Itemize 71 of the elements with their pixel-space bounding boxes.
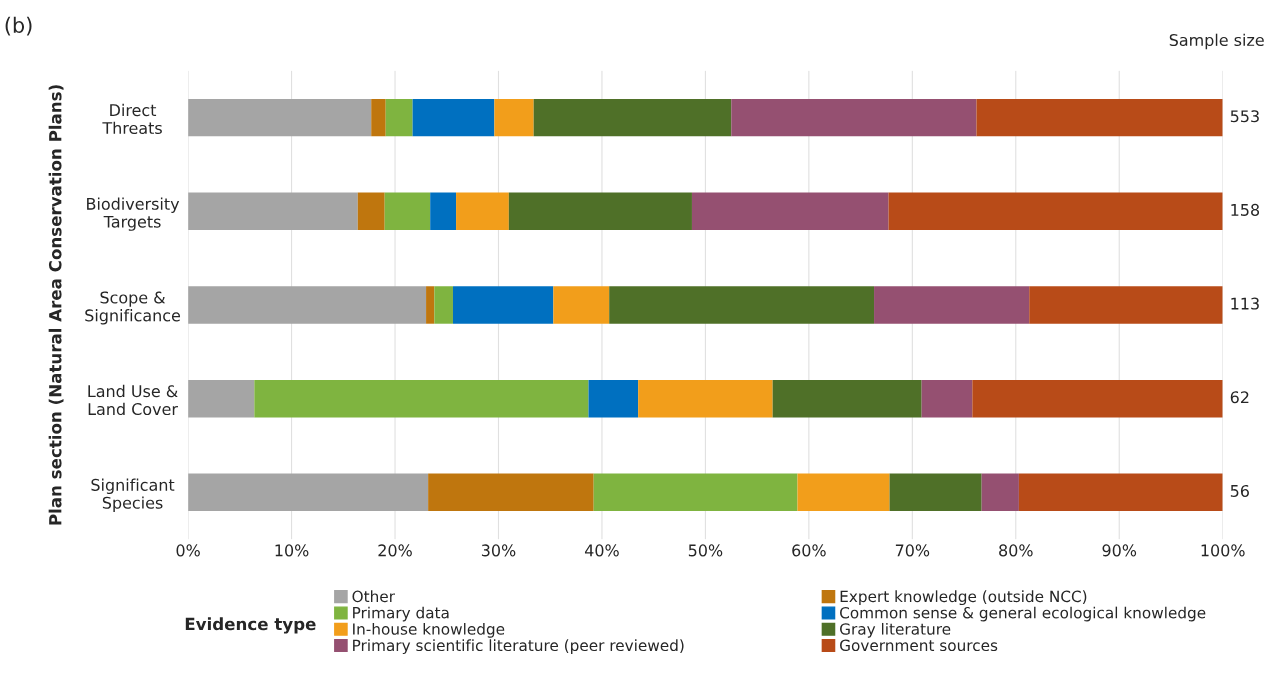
x-tick-label: 20%	[378, 544, 412, 557]
bar	[772, 379, 922, 418]
legend-label: Primary data	[353, 606, 449, 622]
x-tick-label: 100%	[1201, 544, 1245, 557]
bar	[972, 379, 1223, 418]
bar	[188, 286, 427, 324]
x-tick-label: 30%	[481, 544, 516, 557]
bar	[976, 98, 1223, 137]
legend-label: Expert knowledge (outside NCC)	[840, 590, 1087, 606]
bar	[371, 98, 386, 137]
legend-label: Primary scientific literature (peer reviewed)	[353, 639, 684, 655]
bar	[588, 379, 639, 418]
x-tick-label: 0%	[176, 544, 200, 557]
bar	[797, 473, 890, 512]
bar	[430, 192, 457, 231]
bar	[384, 192, 431, 231]
bar	[508, 192, 692, 231]
x-tick-label: 40%	[584, 544, 619, 557]
bar	[1018, 473, 1223, 512]
x-tick-label: 50%	[688, 544, 723, 557]
bar	[188, 192, 358, 231]
bar	[981, 473, 1019, 512]
bar	[889, 473, 982, 512]
bar	[609, 286, 875, 324]
x-tick-label: 90%	[1102, 544, 1137, 557]
bar	[452, 286, 554, 324]
x-tick-label: 80%	[999, 544, 1033, 557]
text: 113	[1231, 297, 1259, 310]
legend-label: Gray literature	[840, 622, 951, 638]
bar	[921, 379, 973, 418]
legend-label: In-house knowledge	[353, 622, 505, 638]
bar	[691, 192, 889, 231]
y-tick-label: Significant Species	[91, 478, 175, 512]
bar	[888, 192, 1223, 231]
bar	[874, 286, 1030, 324]
text: 553	[1230, 110, 1259, 123]
text: Sample size	[1169, 33, 1264, 50]
bar	[731, 98, 977, 137]
bar	[553, 286, 610, 324]
text: 158	[1231, 203, 1260, 216]
x-tick-label: 10%	[275, 544, 309, 557]
y-tick-label: Direct Threats	[102, 103, 162, 135]
y-tick-label: Biodiversity Targets	[87, 197, 180, 231]
legend-title: Evidence type	[185, 617, 316, 634]
bar	[494, 98, 534, 137]
text: 56	[1230, 484, 1249, 497]
bar	[638, 379, 773, 418]
text: 62	[1230, 391, 1249, 404]
x-tick-label: 60%	[792, 544, 826, 557]
bar	[533, 98, 732, 137]
text: (b)	[5, 16, 32, 36]
y-axis-title: Plan section (Natural Area Conservation Plans)	[48, 85, 64, 525]
bar	[254, 379, 589, 418]
bar	[188, 379, 255, 418]
bar	[1029, 286, 1223, 324]
y-tick-label: Land Use & Land Cover	[88, 384, 178, 416]
bar	[434, 286, 453, 324]
bar	[456, 192, 509, 231]
legend-label: Common sense & general ecological knowledge	[840, 606, 1206, 622]
bar	[188, 98, 372, 137]
bar	[593, 473, 798, 512]
bar	[428, 473, 594, 512]
bar	[426, 286, 435, 324]
bar	[412, 98, 495, 137]
x-tick-label: 70%	[895, 544, 930, 557]
legend-label: Government sources	[840, 639, 998, 652]
y-tick-label: Scope & Significance	[85, 291, 181, 325]
bar	[385, 98, 413, 137]
legend-label: Other	[352, 590, 395, 603]
bar	[188, 473, 429, 512]
bar	[357, 192, 385, 231]
